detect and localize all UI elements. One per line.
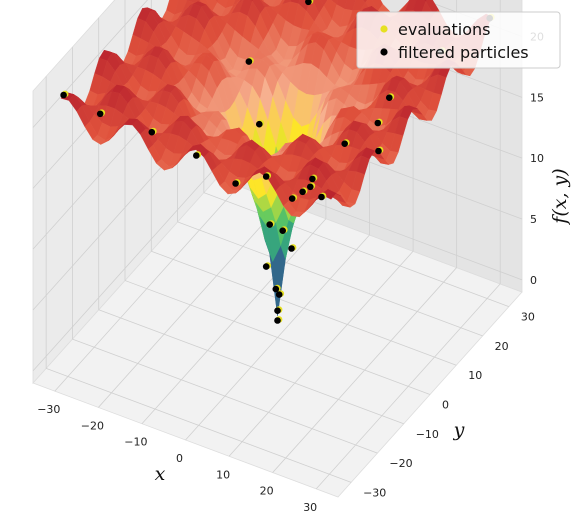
filtered-particle-point xyxy=(374,119,382,127)
x-axis-label: x xyxy=(155,463,166,485)
legend-label-filtered-particles: filtered particles xyxy=(398,43,529,62)
filtered-particle-point xyxy=(274,317,281,324)
x-tick-label: −30 xyxy=(37,403,60,416)
legend: evaluations filtered particles xyxy=(356,11,561,69)
filtered-particle-point xyxy=(274,307,281,315)
filtered-particle-point xyxy=(148,128,156,136)
z-tick-label: 10 xyxy=(530,152,544,165)
filtered-particle-point xyxy=(305,0,312,6)
filtered-particle-point xyxy=(255,120,263,128)
y-tick-label: −30 xyxy=(363,486,386,499)
x-tick-label: −20 xyxy=(81,419,104,432)
grid-line-y xyxy=(203,192,509,308)
filtered-particle-point xyxy=(266,221,274,228)
filtered-particle-point xyxy=(96,110,104,118)
y-tick-label: −10 xyxy=(416,428,439,441)
surface-facet xyxy=(322,189,337,200)
y-tick-label: −20 xyxy=(389,457,412,470)
legend-marker-evaluations xyxy=(380,25,388,33)
grid-line-z xyxy=(32,165,218,372)
surface-facet xyxy=(362,0,368,4)
surface-facet xyxy=(423,0,428,2)
grid-line-y xyxy=(177,221,483,337)
filtered-particle-point xyxy=(375,147,382,155)
z-axis-label: f(x, y) xyxy=(549,168,571,225)
x-tick-label: 10 xyxy=(216,468,230,481)
surface xyxy=(60,0,495,316)
filtered-particle-point xyxy=(262,173,270,180)
y-tick-label: 20 xyxy=(495,340,509,353)
filtered-particle-point xyxy=(60,91,67,99)
z-tick-label: 0 xyxy=(530,274,537,287)
legend-marker-filtered-particles xyxy=(380,48,388,56)
filtered-particle-point xyxy=(275,291,283,298)
z-tick-label: 15 xyxy=(530,91,544,104)
grid-line-y xyxy=(46,367,352,483)
filtered-particle-point xyxy=(307,183,314,191)
filtered-particle-point xyxy=(272,285,280,293)
y-axis-label: y xyxy=(453,419,465,441)
x-tick-label: 0 xyxy=(176,452,183,465)
y-tick-label: 10 xyxy=(468,369,482,382)
grid-line-y xyxy=(72,338,378,454)
filtered-particle-point xyxy=(262,263,270,270)
filtered-particle-point xyxy=(288,245,295,252)
filtered-particle-point xyxy=(193,152,200,159)
x-tick-label: 20 xyxy=(260,485,274,498)
filtered-particle-point xyxy=(288,195,296,202)
filtered-particle-point xyxy=(279,227,287,234)
x-tick-label: 30 xyxy=(303,501,317,514)
legend-box xyxy=(356,11,561,69)
filtered-particle-point xyxy=(245,58,253,65)
filtered-particle-point xyxy=(309,175,316,183)
filtered-particle-point xyxy=(386,94,393,101)
grid-line-y xyxy=(98,309,404,425)
x-tick-label: −10 xyxy=(124,436,147,449)
filtered-particle-point xyxy=(232,180,239,187)
legend-label-evaluations: evaluations xyxy=(398,20,491,39)
filtered-particle-point xyxy=(299,188,306,196)
z-tick-label: 5 xyxy=(530,213,537,226)
filtered-particle-point xyxy=(318,193,325,201)
y-tick-label: 0 xyxy=(442,399,449,412)
filtered-particle-point xyxy=(341,140,349,147)
y-tick-label: 30 xyxy=(521,311,535,324)
grid-line-y xyxy=(124,280,431,395)
grid-line-y xyxy=(151,250,457,366)
